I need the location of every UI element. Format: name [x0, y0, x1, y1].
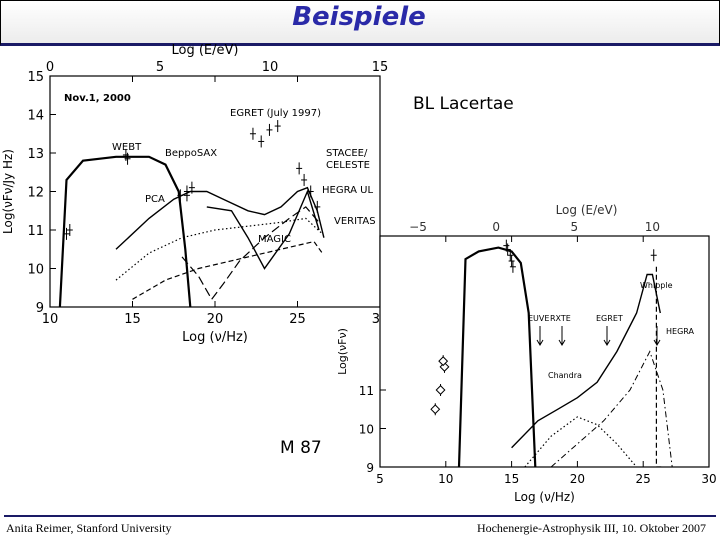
bllac-xtick-label: 20 — [207, 312, 224, 327]
m87-series-2 — [550, 350, 673, 467]
m87-chandra-label: Chandra — [548, 371, 582, 380]
bllac-magic-label: MAGIC — [258, 234, 291, 245]
bllac-ytick-label: 11 — [27, 224, 44, 239]
m87-upper-limit-head — [558, 339, 566, 346]
bllac-series-4 — [181, 206, 320, 301]
m87-top-tick-label: 5 — [570, 220, 578, 234]
m87-ylabel: Log(νFν) — [336, 328, 349, 375]
bllac-hegra-label: HEGRA UL — [322, 185, 373, 196]
m87-upper-limit-head — [603, 339, 611, 346]
bllac-ytick-label: 9 — [36, 301, 44, 316]
m87-series-4 — [655, 266, 663, 467]
m87-radio-marker — [438, 356, 449, 367]
bllac-chart: 10152025309101112131415051015Log (ν/Hz)L… — [1, 43, 388, 345]
bllac-top-xlabel: Log (E/eV) — [172, 43, 239, 58]
m87-xlabel: Log (ν/Hz) — [514, 490, 575, 504]
bllac-webt-label: WEBT — [112, 142, 142, 153]
slide-title: Beispiele — [292, 2, 426, 32]
m87-xtick-label: 15 — [504, 472, 519, 486]
bllac-xlabel: Log (ν/Hz) — [182, 330, 248, 345]
m87-label: M 87 — [280, 438, 322, 458]
bllac-ytick-label: 10 — [27, 263, 44, 278]
m87-ytick-label: 10 — [359, 423, 374, 437]
bllac-date-label: Nov.1, 2000 — [64, 93, 131, 104]
m87-top-tick-label: 10 — [645, 220, 660, 234]
bllac-label: BL Lacertae — [413, 94, 514, 114]
bllac-series-1 — [115, 186, 325, 250]
bllac-ytick-label: 13 — [27, 147, 44, 162]
m87-xtick-label: 25 — [636, 472, 651, 486]
bllac-ytick-label: 14 — [27, 109, 44, 124]
m87-euve-label: EUVE — [528, 314, 549, 323]
m87-rxte-label: RXTE — [550, 314, 571, 323]
m87-xtick-label: 30 — [701, 472, 716, 486]
m87-ytick-label: 11 — [359, 384, 374, 398]
m87-top-xlabel: Log (E/eV) — [556, 203, 618, 217]
bllac-beppo-label: BeppoSAX — [165, 148, 217, 159]
bllac-top-tick-label: 10 — [262, 60, 279, 75]
bllac-xtick-label: 15 — [124, 312, 141, 327]
bllac-top-tick-label: 0 — [46, 60, 54, 75]
bllac-egret-label: EGRET (July 1997) — [230, 108, 321, 119]
bllac-top-tick-label: 15 — [372, 60, 389, 75]
footer-author: Anita Reimer, Stanford University — [6, 521, 172, 535]
m87-plot-frame — [379, 235, 710, 468]
bllac-series-3 — [132, 240, 323, 300]
bllac-ytick-label: 15 — [27, 70, 44, 85]
footer-course: Hochenergie-Astrophysik III, 10. Oktober… — [476, 521, 706, 535]
bllac-series-0 — [58, 155, 192, 307]
bllac-series-2 — [115, 217, 323, 281]
m87-xtick-label: 20 — [570, 472, 585, 486]
m87-radio-marker — [435, 385, 446, 395]
footer-divider — [4, 515, 716, 517]
m87-radio-marker — [430, 404, 441, 415]
bllac-ylabel: Log(νFν/Jy Hz) — [1, 149, 15, 234]
bllac-xtick-label: 25 — [289, 312, 306, 327]
bllac-ytick-label: 12 — [27, 186, 44, 201]
m87-series-1 — [511, 273, 661, 449]
m87-upper-limit-head — [653, 339, 661, 346]
title-bar — [0, 0, 720, 46]
bllac-series-5 — [206, 189, 320, 270]
m87-hegra-label: HEGRA — [666, 327, 695, 336]
m87-top-tick-label: −5 — [409, 220, 427, 234]
m87-ytick-label: 9 — [366, 461, 374, 475]
bllac-stacee-label: STACEE/ — [326, 148, 368, 159]
m87-plot-bg — [380, 236, 709, 467]
m87-upper-limit-head — [536, 339, 544, 346]
m87-xtick-label: 10 — [438, 472, 453, 486]
bllac-xtick-label: 10 — [42, 312, 59, 327]
m87-xtick-label: 5 — [376, 472, 384, 486]
bllac-celeste-label: CELESTE — [326, 160, 370, 171]
bllac-pca-label: PCA — [145, 194, 165, 205]
m87-egret-label: EGRET — [596, 314, 623, 323]
m87-top-tick-label: 0 — [492, 220, 500, 234]
m87-whipple-label: Whipple — [640, 281, 673, 290]
bllac-top-tick-label: 5 — [156, 60, 164, 75]
bllac-veritas-label: VERITAS — [334, 216, 376, 227]
